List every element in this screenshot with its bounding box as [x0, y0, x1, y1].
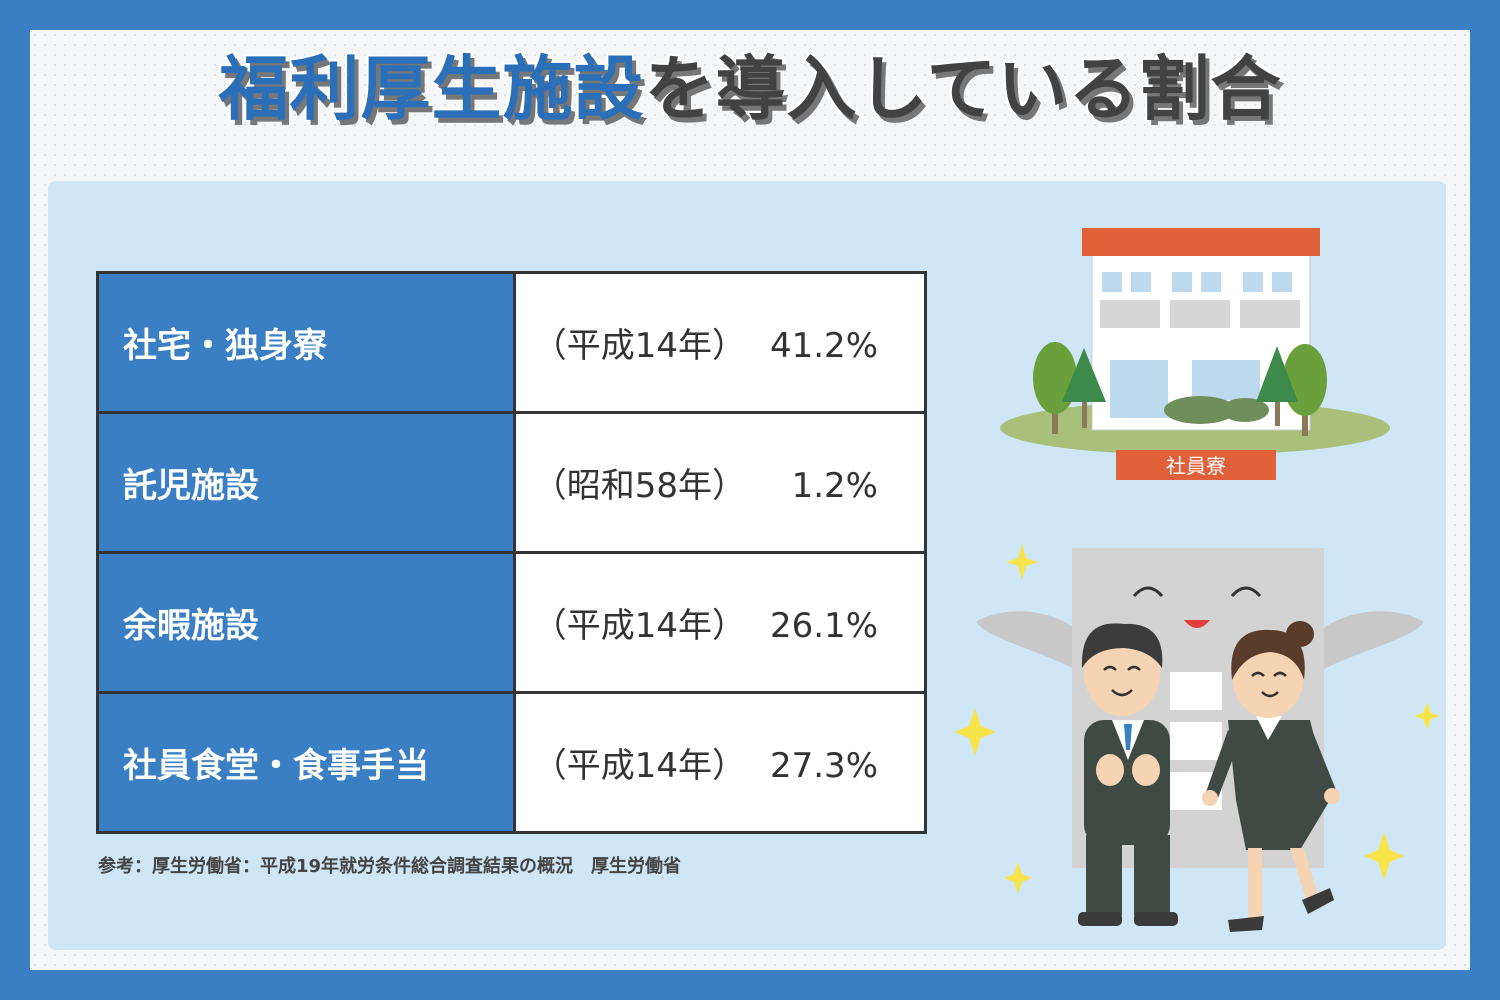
man-illustration — [1078, 623, 1178, 926]
stats-table: 社宅・独身寮 （平成14年） 41.2% 託児施設 （昭和58年） 1.2% 余暇施設 （平成… — [96, 271, 927, 834]
dorm-label-box — [1116, 450, 1276, 480]
mascot-mouth — [1184, 620, 1210, 628]
building-mascot — [976, 548, 1424, 868]
sparkles — [954, 544, 1440, 894]
row-label: 社宅・独身寮 — [96, 271, 516, 414]
row-label: 余暇施設 — [96, 551, 516, 694]
row-percentage: 41.2% — [769, 326, 878, 366]
row-percentage: 26.1% — [769, 606, 878, 646]
row-year: （昭和58年） — [532, 466, 746, 506]
table-row: 余暇施設 （平成14年） 26.1% — [96, 551, 927, 694]
row-percentage: 1.2% — [791, 466, 878, 506]
source-note: 参考：厚生労働省：平成19年就労条件総合調査結果の概況 厚生労働省 — [98, 856, 682, 877]
tree — [1033, 342, 1077, 414]
tree — [1256, 346, 1298, 402]
sparkle-icon — [954, 708, 996, 756]
sparkle-icon — [1006, 544, 1038, 580]
tree — [1062, 348, 1106, 402]
row-value-cell: （平成14年） 41.2% — [513, 271, 927, 414]
table-row: 託児施設 （昭和58年） 1.2% — [96, 411, 927, 554]
stats-table-body: 社宅・独身寮 （平成14年） 41.2% 託児施設 （昭和58年） 1.2% 余暇施設 （平成… — [96, 271, 927, 834]
row-year: （平成14年） — [532, 746, 746, 786]
row-year: （平成14年） — [532, 326, 746, 366]
page-title: 福利厚生施設を導入している割合 — [0, 44, 1500, 134]
row-value-cell: （平成14年） 27.3% — [513, 691, 927, 834]
row-label: 社員食堂・食事手当 — [96, 691, 516, 834]
row-value-cell: （昭和58年） 1.2% — [513, 411, 927, 554]
woman-illustration — [1202, 621, 1340, 932]
row-label: 託児施設 — [96, 411, 516, 554]
row-value-cell: （平成14年） 26.1% — [513, 551, 927, 694]
row-percentage: 27.3% — [769, 746, 878, 786]
row-year: （平成14年） — [532, 606, 746, 646]
sparkle-icon — [1414, 702, 1440, 730]
title-rest: を導入している割合 — [644, 48, 1282, 130]
dorm-label: 社員寮 — [1166, 454, 1226, 478]
dormitory-illustration: 社員寮 — [1000, 228, 1390, 480]
table-row: 社員食堂・食事手当 （平成14年） 27.3% — [96, 691, 927, 834]
table-row: 社宅・独身寮 （平成14年） 41.2% — [96, 271, 927, 414]
entrance — [1110, 360, 1168, 418]
roof — [1082, 228, 1320, 256]
title-highlight: 福利厚生施設 — [218, 48, 645, 130]
sparkle-icon — [1004, 862, 1032, 894]
sparkle-icon — [1364, 832, 1404, 880]
